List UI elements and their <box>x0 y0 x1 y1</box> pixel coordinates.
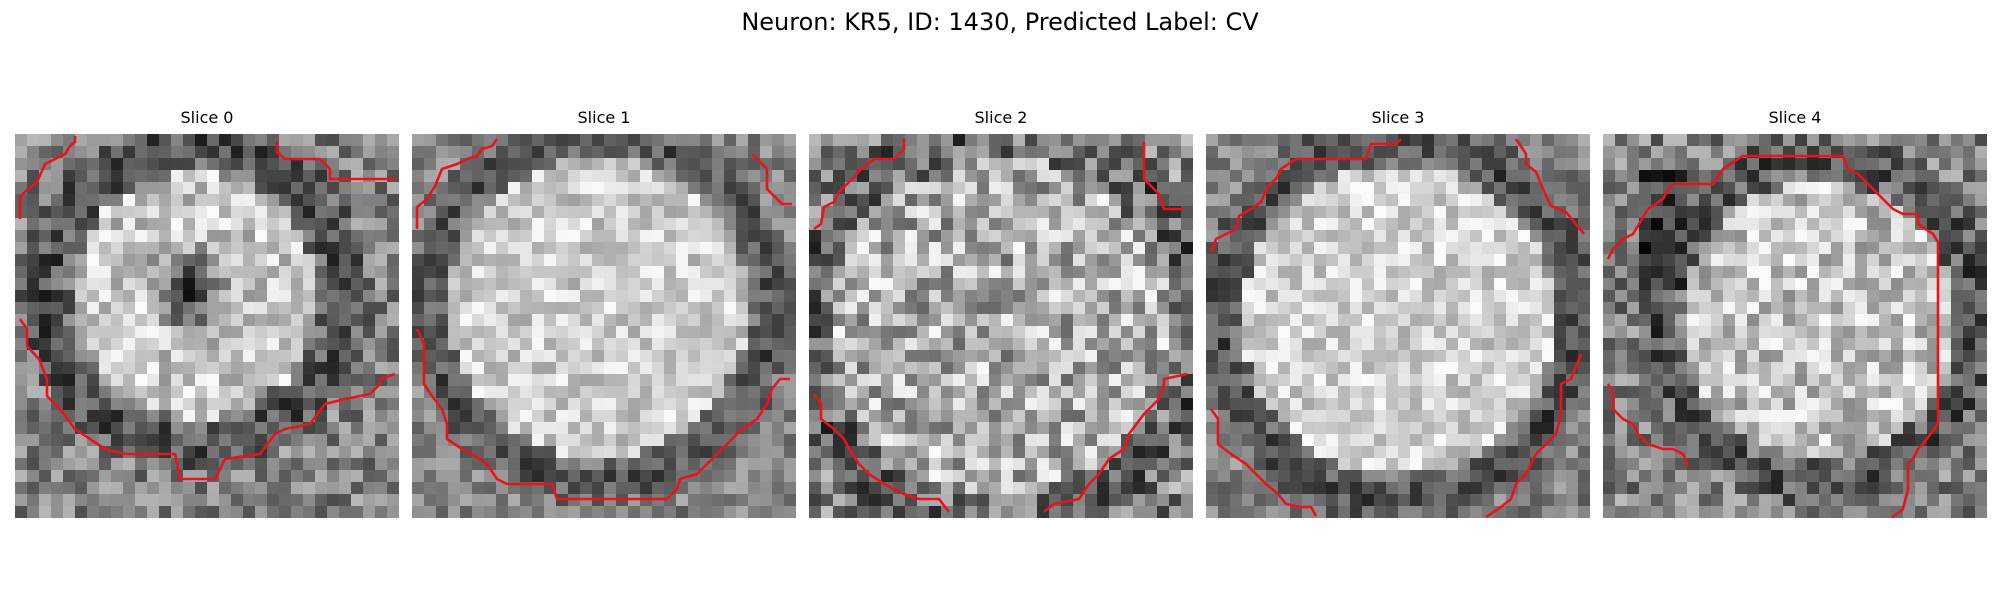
contour-line <box>1606 154 1940 518</box>
contour-line <box>18 136 77 219</box>
contour-line <box>1209 408 1318 517</box>
pixel-grid <box>15 134 399 518</box>
pixel-grid <box>1603 134 1987 518</box>
contour-line <box>813 139 906 231</box>
contour-line <box>751 153 792 206</box>
slice-panel-4: Slice 4 <box>1603 108 1987 520</box>
contour-line <box>415 138 499 229</box>
contour-line <box>812 393 951 513</box>
contour-line <box>1514 138 1586 235</box>
slice-title-0: Slice 0 <box>180 108 234 127</box>
slice-title-2: Slice 2 <box>974 108 1028 127</box>
slice-title-4: Slice 4 <box>1768 108 1822 127</box>
pixel-grid <box>1206 134 1590 518</box>
slice-image-0 <box>15 134 399 518</box>
contour-line <box>18 318 396 481</box>
contour-line <box>1209 138 1402 253</box>
slice-image-3 <box>1206 134 1590 518</box>
contour-line <box>415 328 790 501</box>
slice-panel-3: Slice 3 <box>1206 108 1590 520</box>
contour-line <box>1485 353 1583 518</box>
pixel-grid <box>809 134 1193 518</box>
slice-image-4 <box>1603 134 1987 518</box>
slice-image-2 <box>809 134 1193 518</box>
slice-title-1: Slice 1 <box>577 108 631 127</box>
contour-line <box>1142 142 1184 211</box>
contour-line <box>1606 383 1690 467</box>
slice-panel-2: Slice 2 <box>809 108 1193 520</box>
slice-title-3: Slice 3 <box>1371 108 1425 127</box>
slice-image-1 <box>412 134 796 518</box>
slice-panel-0: Slice 0 <box>15 108 399 520</box>
contour-line <box>275 142 395 181</box>
slice-panel-1: Slice 1 <box>412 108 796 520</box>
contour-line <box>1043 372 1188 514</box>
figure-title: Neuron: KR5, ID: 1430, Predicted Label: … <box>741 8 1259 36</box>
pixel-grid <box>412 134 796 518</box>
